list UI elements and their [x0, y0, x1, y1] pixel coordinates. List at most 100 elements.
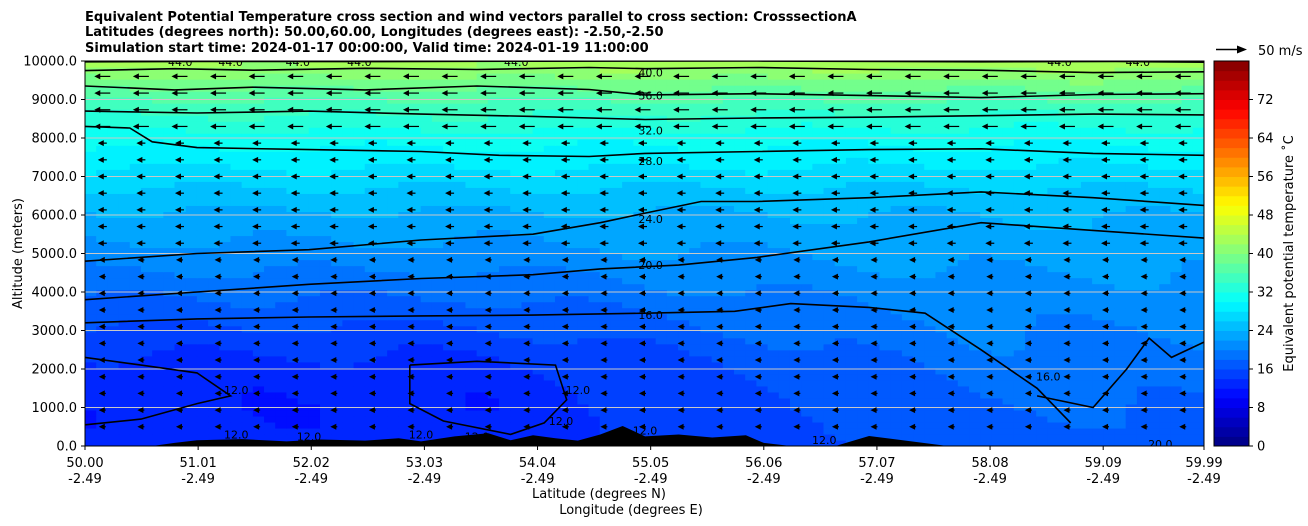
field-cell	[845, 433, 858, 441]
field-cell	[196, 319, 209, 327]
field-cell	[476, 325, 489, 333]
field-cell	[420, 259, 433, 267]
field-cell	[465, 223, 478, 231]
field-cell	[946, 439, 959, 446]
field-cell	[532, 253, 545, 261]
field-cell	[767, 397, 780, 405]
field-cell	[532, 373, 545, 381]
field-cell	[107, 199, 120, 206]
field-cell	[957, 283, 970, 291]
field-cell	[633, 175, 646, 182]
field-cell	[521, 187, 534, 194]
field-cell	[924, 277, 937, 285]
field-cell	[778, 307, 791, 315]
field-cell	[364, 379, 377, 387]
field-cell	[980, 157, 992, 164]
field-cell	[375, 265, 388, 273]
field-cell	[868, 379, 881, 387]
field-cell	[487, 331, 500, 339]
field-cell	[85, 385, 97, 393]
field-cell	[700, 379, 713, 387]
field-cell	[499, 187, 511, 194]
field-cell	[331, 199, 343, 206]
field-cell	[588, 181, 601, 188]
field-cell	[666, 151, 679, 158]
field-cell	[163, 391, 176, 399]
field-cell	[857, 193, 869, 200]
field-cell	[264, 295, 276, 303]
field-cell	[711, 277, 724, 285]
field-cell	[308, 349, 321, 357]
field-cell	[196, 163, 209, 170]
field-cell	[845, 373, 858, 381]
field-cell	[241, 325, 254, 333]
field-cell	[1136, 217, 1149, 225]
field-cell	[129, 151, 142, 158]
field-cell	[510, 229, 523, 237]
field-cell	[1103, 181, 1116, 188]
field-cell	[946, 397, 959, 405]
field-cell	[543, 193, 556, 200]
field-cell	[465, 163, 478, 170]
field-cell	[152, 385, 164, 393]
field-cell	[264, 307, 276, 315]
field-cell	[845, 175, 858, 182]
field-cell	[745, 415, 757, 423]
field-cell	[913, 361, 925, 369]
field-cell	[946, 379, 959, 387]
field-cell	[364, 325, 377, 333]
field-cell	[1058, 163, 1071, 170]
field-cell	[521, 193, 534, 200]
field-cell	[331, 391, 343, 399]
field-cell	[219, 313, 232, 321]
field-cell	[924, 391, 937, 399]
field-cell	[353, 307, 366, 315]
field-cell	[845, 265, 858, 273]
field-cell	[700, 319, 713, 327]
field-cell	[901, 199, 914, 206]
field-cell	[745, 421, 757, 429]
field-cell	[1181, 223, 1194, 231]
field-cell	[845, 301, 858, 309]
field-cell	[722, 283, 735, 291]
field-cell	[756, 355, 769, 363]
field-cell	[275, 415, 288, 423]
field-cell	[566, 175, 578, 182]
field-cell	[789, 319, 802, 327]
field-cell	[118, 265, 131, 273]
field-cell	[1024, 265, 1037, 273]
field-cell	[789, 235, 802, 243]
field-cell	[734, 361, 746, 369]
field-cell	[476, 391, 489, 399]
field-cell	[140, 289, 153, 297]
field-cell	[823, 205, 836, 212]
field-cell	[286, 151, 299, 158]
field-cell	[420, 391, 433, 399]
field-cell	[554, 199, 567, 206]
field-cell	[554, 391, 567, 399]
field-cell	[208, 391, 220, 399]
field-cell	[252, 217, 265, 225]
field-cell	[1080, 355, 1093, 363]
field-cell	[745, 367, 757, 375]
field-cell	[1013, 277, 1026, 285]
field-cell	[331, 145, 343, 152]
field-cell	[219, 325, 232, 333]
field-cell	[756, 325, 769, 333]
field-cell	[901, 253, 914, 261]
field-cell	[924, 355, 937, 363]
field-cell	[969, 295, 981, 303]
field-cell	[566, 169, 578, 176]
field-cell	[577, 229, 590, 237]
field-cell	[655, 385, 668, 393]
field-cell	[319, 169, 332, 176]
field-cell	[1002, 379, 1015, 387]
field-cell	[812, 349, 825, 357]
field-cell	[1125, 439, 1138, 446]
field-cell	[689, 265, 702, 273]
field-cell	[286, 391, 299, 399]
field-cell	[767, 157, 780, 164]
field-cell	[409, 205, 422, 212]
field-cell	[364, 199, 377, 206]
field-cell	[957, 319, 970, 327]
